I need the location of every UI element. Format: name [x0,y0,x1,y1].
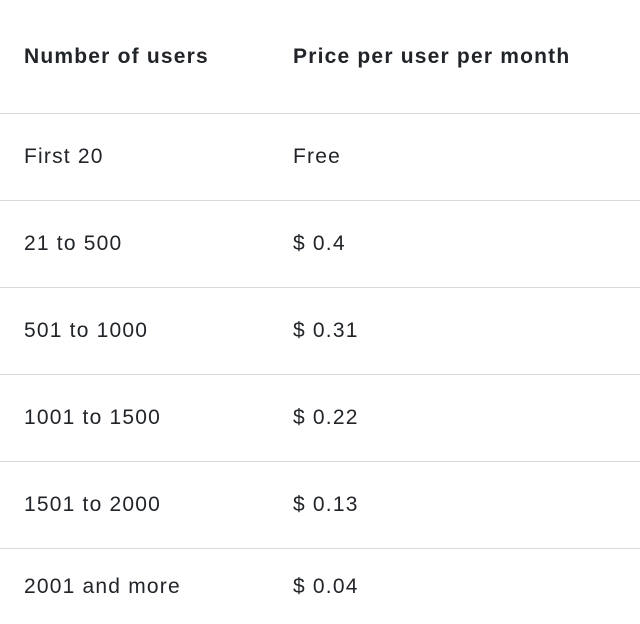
table-row: 21 to 500 $ 0.4 [0,200,640,288]
table-row: 501 to 1000 $ 0.31 [0,287,640,375]
price-cell: $ 0.04 [293,574,359,598]
users-cell: 501 to 1000 [0,287,293,375]
users-cell: 2001 and more [24,574,181,598]
users-cell: 1501 to 2000 [0,461,293,549]
users-cell: First 20 [0,113,293,201]
pricing-table-header: Number of users Price per user per month [0,0,640,114]
table-row: 1501 to 2000 $ 0.13 [0,461,640,549]
users-cell: 1001 to 1500 [0,374,293,462]
price-cell: $ 0.22 [293,374,640,462]
table-row: First 20 Free [0,113,640,201]
price-cell: $ 0.13 [293,461,640,549]
pricing-table-body: First 20 Free 21 to 500 $ 0.4 501 to 100… [0,113,640,624]
price-cell: $ 0.4 [293,200,640,288]
header-row: Number of users Price per user per month [0,0,640,114]
users-cell: 21 to 500 [0,200,293,288]
header-price-per-user: Price per user per month [293,0,640,114]
header-number-of-users: Number of users [0,0,293,114]
table-row: 2001 and more $ 0.04 [0,549,640,624]
table-row: 1001 to 1500 $ 0.22 [0,374,640,462]
price-cell: $ 0.31 [293,287,640,375]
price-cell: Free [293,113,640,201]
